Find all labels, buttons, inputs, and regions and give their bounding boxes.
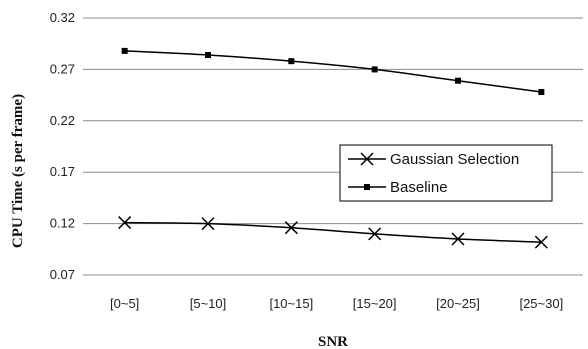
data-point-gaussian-selection-1 <box>201 217 215 231</box>
data-point-baseline-5 <box>538 89 545 96</box>
legend-label-baseline: Baseline <box>390 179 448 196</box>
x-tick-label: [5~10] <box>190 296 227 311</box>
data-point-baseline-3 <box>371 66 378 73</box>
x-tick-label: [15~20] <box>353 296 397 311</box>
legend-square-marker <box>364 184 370 190</box>
legend: Gaussian Selection Baseline <box>339 144 553 202</box>
data-point-baseline-2 <box>288 58 295 65</box>
data-point-baseline-4 <box>455 77 461 84</box>
series-layer <box>118 47 548 249</box>
series-gaussian-selection <box>118 216 548 249</box>
data-point-gaussian-selection-3 <box>368 227 382 241</box>
series-line-baseline <box>124 50 542 93</box>
legend-x-marker <box>360 152 374 166</box>
legend-item-baseline: Baseline <box>348 179 448 196</box>
y-tick-label: 0.12 <box>50 216 75 231</box>
legend-box <box>339 144 553 202</box>
y-axis-title: CPU Time (s per frame) <box>10 94 26 248</box>
series-line-gaussian-selection <box>124 221 542 243</box>
y-tick-label: 0.22 <box>50 113 75 128</box>
y-tick-label: 0.07 <box>50 267 75 282</box>
x-axis-tick-labels: [0~5] [5~10] [10~15] [15~20] [20~25] [25~30] <box>110 296 563 311</box>
legend-item-gaussian-selection: Gaussian Selection <box>348 151 519 168</box>
y-axis-tick-labels: 0.07 0.12 0.17 0.22 0.27 0.32 <box>50 10 75 282</box>
x-tick-label: [20~25] <box>436 296 480 311</box>
legend-label-gaussian-selection: Gaussian Selection <box>390 151 519 168</box>
x-axis-title: SNR <box>318 334 348 349</box>
y-tick-label: 0.32 <box>50 10 75 25</box>
x-tick-label: [10~15] <box>269 296 313 311</box>
x-tick-label: [25~30] <box>519 296 563 311</box>
series-baseline <box>121 47 545 96</box>
y-tick-label: 0.17 <box>50 164 75 179</box>
data-point-gaussian-selection-4 <box>451 232 465 246</box>
x-tick-label: [0~5] <box>110 296 139 311</box>
data-point-gaussian-selection-5 <box>534 235 548 249</box>
data-point-baseline-0 <box>121 47 128 54</box>
data-point-gaussian-selection-2 <box>284 221 298 235</box>
y-tick-label: 0.27 <box>50 61 75 76</box>
data-point-baseline-1 <box>205 52 211 59</box>
data-point-gaussian-selection-0 <box>118 216 132 230</box>
